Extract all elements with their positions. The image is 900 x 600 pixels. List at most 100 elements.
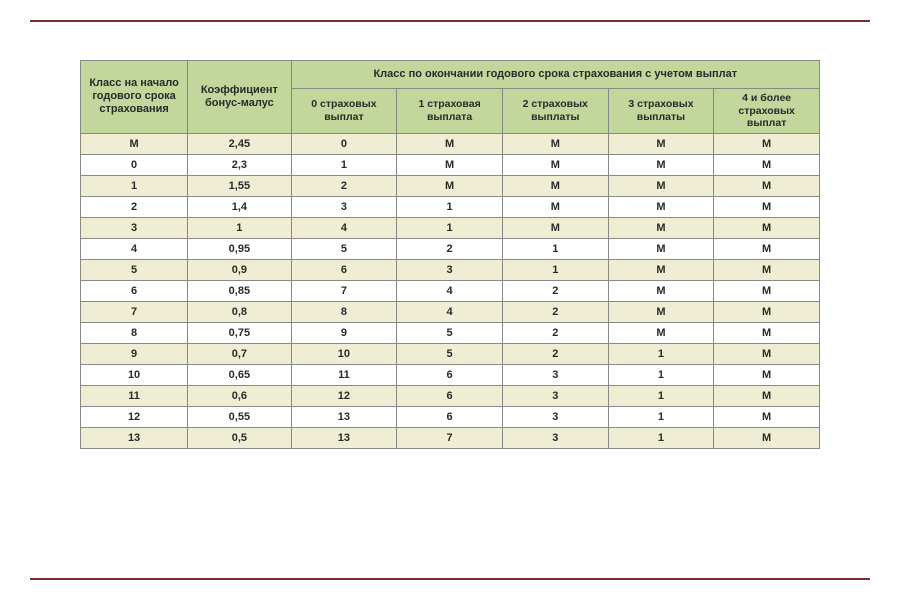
table-row: 90,710521М bbox=[81, 343, 820, 364]
header-class-start: Класс на начало годового срока страхован… bbox=[81, 61, 188, 134]
cell-p4: М bbox=[714, 322, 820, 343]
cell-class: 6 bbox=[81, 280, 188, 301]
cell-class: 5 bbox=[81, 259, 188, 280]
cell-class: 13 bbox=[81, 427, 188, 448]
cell-p4: М bbox=[714, 385, 820, 406]
cell-p0: 0 bbox=[291, 133, 397, 154]
cell-p1: 4 bbox=[397, 280, 503, 301]
cell-p1: М bbox=[397, 154, 503, 175]
cell-p4: М bbox=[714, 343, 820, 364]
header-class-end: Класс по окончании годового срока страхо… bbox=[291, 61, 819, 89]
cell-p0: 1 bbox=[291, 154, 397, 175]
cell-p1: М bbox=[397, 175, 503, 196]
cell-coef: 0,7 bbox=[188, 343, 291, 364]
cell-p2: 3 bbox=[502, 364, 608, 385]
cell-coef: 1,55 bbox=[188, 175, 291, 196]
table-row: 40,95521ММ bbox=[81, 238, 820, 259]
cell-p2: 2 bbox=[502, 343, 608, 364]
cell-p1: 5 bbox=[397, 322, 503, 343]
cell-class: 8 bbox=[81, 322, 188, 343]
cell-p1: М bbox=[397, 133, 503, 154]
cell-p3: М bbox=[608, 133, 714, 154]
cell-p3: М bbox=[608, 322, 714, 343]
cell-p2: 3 bbox=[502, 385, 608, 406]
cell-class: 0 bbox=[81, 154, 188, 175]
cell-coef: 1,4 bbox=[188, 196, 291, 217]
cell-p1: 2 bbox=[397, 238, 503, 259]
cell-class: 12 bbox=[81, 406, 188, 427]
cell-p4: М bbox=[714, 259, 820, 280]
cell-class: 9 bbox=[81, 343, 188, 364]
cell-p4: М bbox=[714, 133, 820, 154]
table-row: М2,450ММММ bbox=[81, 133, 820, 154]
table-row: 70,8842ММ bbox=[81, 301, 820, 322]
table-row: 60,85742ММ bbox=[81, 280, 820, 301]
cell-class: М bbox=[81, 133, 188, 154]
cell-coef: 0,6 bbox=[188, 385, 291, 406]
cell-p2: 2 bbox=[502, 301, 608, 322]
cell-p2: М bbox=[502, 154, 608, 175]
table-row: 50,9631ММ bbox=[81, 259, 820, 280]
cell-p3: М bbox=[608, 217, 714, 238]
cell-class: 7 bbox=[81, 301, 188, 322]
table-row: 11,552ММММ bbox=[81, 175, 820, 196]
cell-p1: 6 bbox=[397, 364, 503, 385]
cell-p3: М bbox=[608, 301, 714, 322]
header-pay4: 4 и более страховых выплат bbox=[714, 89, 820, 134]
cell-p2: 1 bbox=[502, 238, 608, 259]
bonus-malus-table: Класс на начало годового срока страхован… bbox=[80, 60, 820, 449]
cell-p4: М bbox=[714, 217, 820, 238]
cell-p3: М bbox=[608, 154, 714, 175]
cell-p0: 9 bbox=[291, 322, 397, 343]
cell-p2: 3 bbox=[502, 427, 608, 448]
cell-p4: М bbox=[714, 238, 820, 259]
cell-p2: 1 bbox=[502, 259, 608, 280]
cell-class: 11 bbox=[81, 385, 188, 406]
cell-p3: 1 bbox=[608, 343, 714, 364]
cell-coef: 0,55 bbox=[188, 406, 291, 427]
cell-p4: М bbox=[714, 280, 820, 301]
cell-coef: 0,5 bbox=[188, 427, 291, 448]
cell-coef: 2,45 bbox=[188, 133, 291, 154]
cell-class: 2 bbox=[81, 196, 188, 217]
page-divider-bottom bbox=[30, 578, 870, 580]
cell-p3: 1 bbox=[608, 385, 714, 406]
cell-p2: М bbox=[502, 133, 608, 154]
cell-class: 1 bbox=[81, 175, 188, 196]
table-row: 3141МММ bbox=[81, 217, 820, 238]
table-row: 100,6511631М bbox=[81, 364, 820, 385]
cell-class: 3 bbox=[81, 217, 188, 238]
cell-coef: 0,65 bbox=[188, 364, 291, 385]
header-pay0: 0 страховых выплат bbox=[291, 89, 397, 134]
cell-p0: 13 bbox=[291, 406, 397, 427]
cell-p4: М bbox=[714, 364, 820, 385]
cell-p3: М bbox=[608, 280, 714, 301]
cell-p0: 4 bbox=[291, 217, 397, 238]
cell-p0: 2 bbox=[291, 175, 397, 196]
cell-p4: М bbox=[714, 175, 820, 196]
cell-p0: 11 bbox=[291, 364, 397, 385]
cell-p2: 3 bbox=[502, 406, 608, 427]
cell-coef: 0,8 bbox=[188, 301, 291, 322]
cell-p3: 1 bbox=[608, 364, 714, 385]
header-pay1: 1 страховая выплата bbox=[397, 89, 503, 134]
cell-p0: 12 bbox=[291, 385, 397, 406]
cell-p0: 5 bbox=[291, 238, 397, 259]
table-body: М2,450ММММ02,31ММММ11,552ММММ21,431МММ31… bbox=[81, 133, 820, 448]
cell-p3: М bbox=[608, 175, 714, 196]
table-row: 80,75952ММ bbox=[81, 322, 820, 343]
cell-class: 4 bbox=[81, 238, 188, 259]
cell-coef: 0,9 bbox=[188, 259, 291, 280]
cell-p2: М bbox=[502, 217, 608, 238]
cell-p1: 6 bbox=[397, 385, 503, 406]
cell-p4: М bbox=[714, 196, 820, 217]
cell-p3: М bbox=[608, 259, 714, 280]
cell-p2: М bbox=[502, 196, 608, 217]
cell-p3: 1 bbox=[608, 406, 714, 427]
cell-p2: М bbox=[502, 175, 608, 196]
cell-coef: 0,75 bbox=[188, 322, 291, 343]
cell-p1: 6 bbox=[397, 406, 503, 427]
cell-p0: 13 bbox=[291, 427, 397, 448]
cell-p2: 2 bbox=[502, 280, 608, 301]
cell-p2: 2 bbox=[502, 322, 608, 343]
